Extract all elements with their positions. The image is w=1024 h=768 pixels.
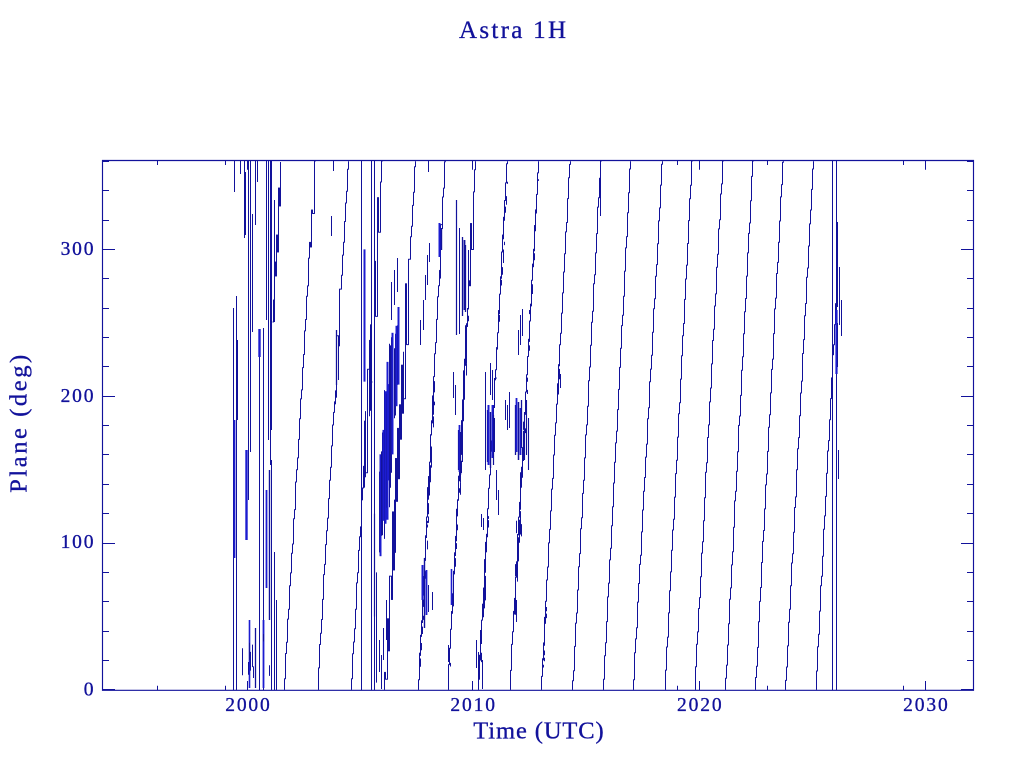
svg-text:Astra 1H: Astra 1H (459, 17, 566, 44)
svg-text:300: 300 (61, 239, 94, 260)
svg-text:Time (UTC): Time (UTC) (473, 717, 603, 744)
svg-text:2020: 2020 (677, 695, 722, 716)
svg-text:200: 200 (61, 386, 94, 407)
svg-text:100: 100 (61, 532, 94, 553)
svg-text:0: 0 (84, 679, 94, 700)
svg-text:2000: 2000 (225, 695, 270, 716)
svg-text:2010: 2010 (450, 695, 495, 716)
svg-text:2030: 2030 (903, 695, 948, 716)
svg-text:Plane (deg): Plane (deg) (6, 355, 33, 493)
